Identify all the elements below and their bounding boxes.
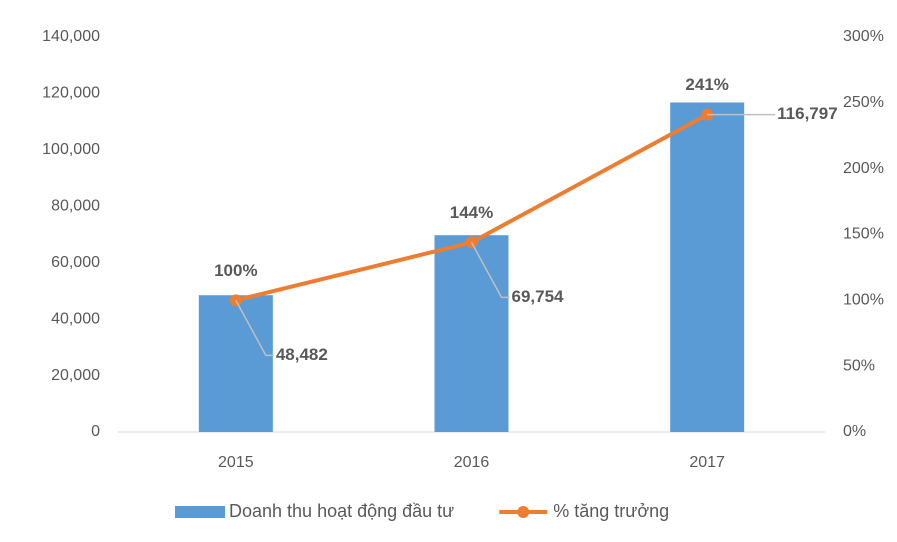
y-tick-label: 0 [91, 423, 100, 440]
y2-tick-label: 300% [843, 28, 884, 45]
y-tick-label: 140,000 [42, 28, 100, 45]
legend-label: Doanh thu hoạt động đầu tư [229, 501, 454, 521]
data-label: 144% [450, 203, 493, 222]
y2-tick-label: 150% [843, 226, 884, 243]
y-tick-label: 120,000 [42, 85, 100, 102]
y2-tick-label: 250% [843, 94, 884, 111]
y-tick-label: 100,000 [42, 141, 100, 158]
y-tick-label: 60,000 [51, 254, 100, 271]
y2-tick-label: 50% [843, 357, 875, 374]
x-tick-label: 2015 [218, 454, 254, 471]
x-tick-label: 2016 [454, 454, 490, 471]
legend-swatch [175, 506, 225, 518]
leader-line [470, 242, 510, 299]
y-tick-label: 40,000 [51, 310, 100, 327]
data-label: 48,482 [276, 345, 328, 364]
data-label: 116,797 [777, 104, 838, 123]
x-tick-label: 2017 [689, 454, 725, 471]
data-label: 69,754 [512, 287, 565, 306]
data-label: 241% [685, 75, 728, 94]
legend-swatch [517, 506, 530, 518]
legend-label: % tăng trưởng [553, 501, 669, 521]
data-label: 100% [214, 261, 257, 280]
y-tick-label: 80,000 [51, 198, 100, 215]
bar [198, 295, 273, 432]
y2-tick-label: 0% [843, 423, 866, 440]
y2-tick-label: 200% [843, 160, 884, 177]
bar [670, 102, 745, 432]
bar [434, 235, 509, 432]
y-tick-label: 20,000 [51, 367, 100, 384]
leader-line [235, 299, 274, 357]
y2-tick-label: 100% [843, 292, 884, 309]
